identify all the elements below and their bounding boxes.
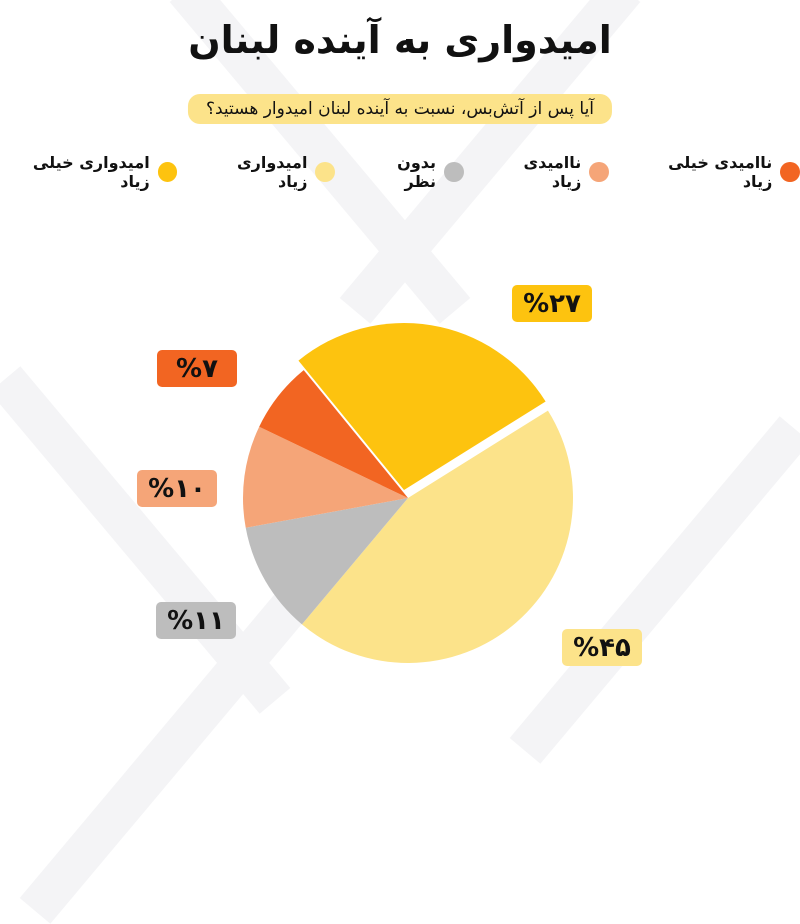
legend-item: ناامیدی خیلی زیاد [635,153,800,191]
data-label-11: %۱۱ [156,602,236,639]
legend-swatch [157,162,178,182]
legend-swatch [589,162,610,182]
legend-label: ناامیدی خیلی زیاد [668,153,773,191]
legend-swatch [315,162,336,182]
pie-slice-45 [301,410,573,664]
data-label-7: %۷ [157,350,237,387]
legend-item: ناامیدی زیاد [490,153,610,191]
data-label-10: %۱۰ [137,470,217,507]
legend-label: بدون نظر [397,153,437,191]
data-label-45: %۴۵ [562,629,642,666]
pie-slice-11 [245,498,408,625]
legend: ناامیدی خیلی زیاد ناامیدی زیاد بدون نظر … [0,153,800,191]
data-label-27: %۲۷ [512,285,592,322]
pie-slice-7 [259,370,408,498]
chart-subtitle: آیا پس از آتش‌بس، نسبت به آینده لبنان ام… [187,94,613,124]
pie-chart [243,323,573,664]
pie-slice-10 [243,426,408,528]
legend-label: امیدواری خیلی زیاد [32,153,150,191]
legend-label: امیدواری زیاد [236,153,308,191]
legend-item: امیدواری خیلی زیاد [0,153,178,191]
legend-label: ناامیدی زیاد [523,153,582,191]
legend-item: بدون نظر [361,153,464,191]
legend-item: امیدواری زیاد [203,153,336,191]
legend-swatch [444,162,464,182]
chart-title: امیدواری به آینده لبنان [188,18,612,62]
legend-swatch [780,162,800,182]
pie-slice-27 [298,323,546,490]
